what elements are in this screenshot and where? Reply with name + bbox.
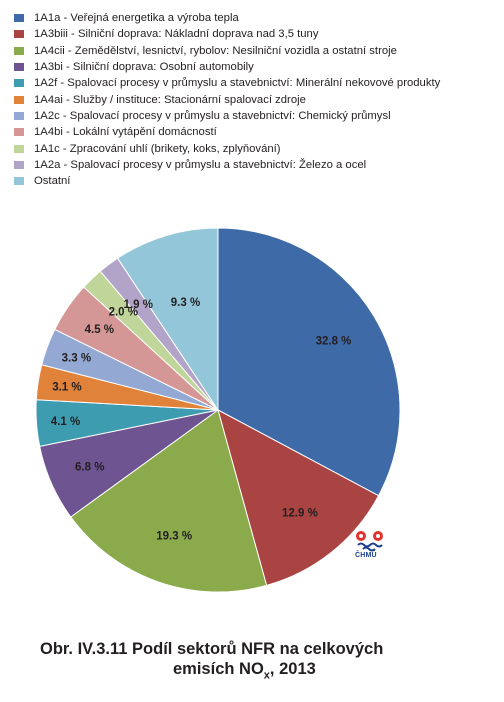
legend-swatch bbox=[14, 128, 24, 137]
legend-item: 1A3bi - Silniční doprava: Osobní automob… bbox=[14, 59, 500, 75]
legend-swatch bbox=[14, 14, 24, 23]
pie-data-label: 4.1 % bbox=[51, 416, 80, 428]
legend-label: 1A2f - Spalovací procesy v průmyslu a st… bbox=[34, 77, 441, 90]
legend-item: 1A2a - Spalovací procesy v průmyslu a st… bbox=[14, 157, 500, 173]
pie-data-label: 12.9 % bbox=[282, 507, 318, 519]
pie-data-label: 1.9 % bbox=[124, 299, 153, 311]
legend-swatch bbox=[14, 111, 24, 120]
legend-label: 1A4cii - Zemědělství, lesnictví, rybolov… bbox=[34, 44, 397, 57]
legend-item: 1A2f - Spalovací procesy v průmyslu a st… bbox=[14, 75, 500, 91]
pie-data-label: 3.3 % bbox=[62, 352, 91, 364]
pie-slice bbox=[217, 409, 380, 587]
legend-label: 1A3biii - Silniční doprava: Nákladní dop… bbox=[34, 28, 319, 41]
legend-item: Ostatní bbox=[14, 173, 500, 189]
legend-swatch bbox=[14, 144, 24, 153]
legend-label: 1A2c - Spalovací procesy v průmyslu a st… bbox=[34, 109, 391, 122]
caption-line-2-text: emisích NO bbox=[173, 660, 264, 678]
legend-swatch bbox=[14, 160, 24, 169]
legend-item: 1A3biii - Silniční doprava: Nákladní dop… bbox=[14, 26, 500, 42]
legend-label: 1A1a - Veřejná energetika a výroba tepla bbox=[34, 12, 239, 25]
legend-item: 1A2c - Spalovací procesy v průmyslu a st… bbox=[14, 108, 500, 124]
legend-swatch bbox=[14, 46, 24, 55]
pie-slice bbox=[116, 227, 219, 412]
legend-item: 1A4bi - Lokální vytápění domácností bbox=[14, 124, 500, 140]
legend-swatch bbox=[14, 177, 24, 186]
legend: 1A1a - Veřejná energetika a výroba tepla… bbox=[14, 10, 500, 189]
caption-line-2: emisích NOx, 2013 bbox=[40, 659, 500, 685]
pie-data-label: 32.8 % bbox=[316, 336, 352, 348]
chmu-logo-icon bbox=[354, 530, 388, 566]
legend-label: 1A1c - Zpracování uhlí (brikety, koks, z… bbox=[34, 142, 281, 155]
legend-swatch bbox=[14, 30, 24, 39]
pie-slice bbox=[70, 409, 268, 593]
legend-label: Ostatní bbox=[34, 175, 71, 188]
legend-item: 1A4ai - Služby / instituce: Stacionární … bbox=[14, 91, 500, 107]
legend-label: 1A4ai - Služby / instituce: Stacionární … bbox=[34, 93, 306, 106]
pie-data-label: 2.0 % bbox=[109, 307, 138, 319]
caption-line-1: Obr. IV.3.11 Podíl sektorů NFR na celkov… bbox=[40, 640, 384, 658]
pie-data-label: 3.1 % bbox=[52, 382, 81, 394]
legend-swatch bbox=[14, 95, 24, 104]
legend-label: 1A4bi - Lokální vytápění domácností bbox=[34, 126, 217, 139]
legend-label: 1A3bi - Silniční doprava: Osobní automob… bbox=[34, 61, 254, 74]
pie-data-label: 6.8 % bbox=[75, 461, 104, 473]
legend-item: 1A1a - Veřejná energetika a výroba tepla bbox=[14, 10, 500, 26]
caption-subscript: x bbox=[263, 669, 270, 682]
logo-text: ČHMÚ bbox=[355, 552, 377, 559]
legend-swatch bbox=[14, 79, 24, 88]
pie-data-label: 9.3 % bbox=[171, 297, 200, 309]
pie-data-labels: 32.8 % 12.9 % 19.3 % 6.8 % 4.1 % 3.1 % 3.3 % 4.… bbox=[51, 297, 352, 542]
figure-caption: Obr. IV.3.11 Podíl sektorů NFR na celkov… bbox=[40, 639, 500, 685]
pie-slice bbox=[217, 227, 401, 497]
caption-line-2-end: , 2013 bbox=[269, 660, 316, 678]
pie-data-label: 4.5 % bbox=[85, 324, 114, 336]
legend-item: 1A4cii - Zemědělství, lesnictví, rybolov… bbox=[14, 43, 500, 59]
legend-item: 1A1c - Zpracování uhlí (brikety, koks, z… bbox=[14, 140, 500, 156]
legend-label: 1A2a - Spalovací procesy v průmyslu a st… bbox=[34, 158, 367, 171]
pie-slices bbox=[35, 227, 401, 593]
pie-data-label: 19.3 % bbox=[156, 530, 192, 542]
legend-swatch bbox=[14, 63, 24, 72]
